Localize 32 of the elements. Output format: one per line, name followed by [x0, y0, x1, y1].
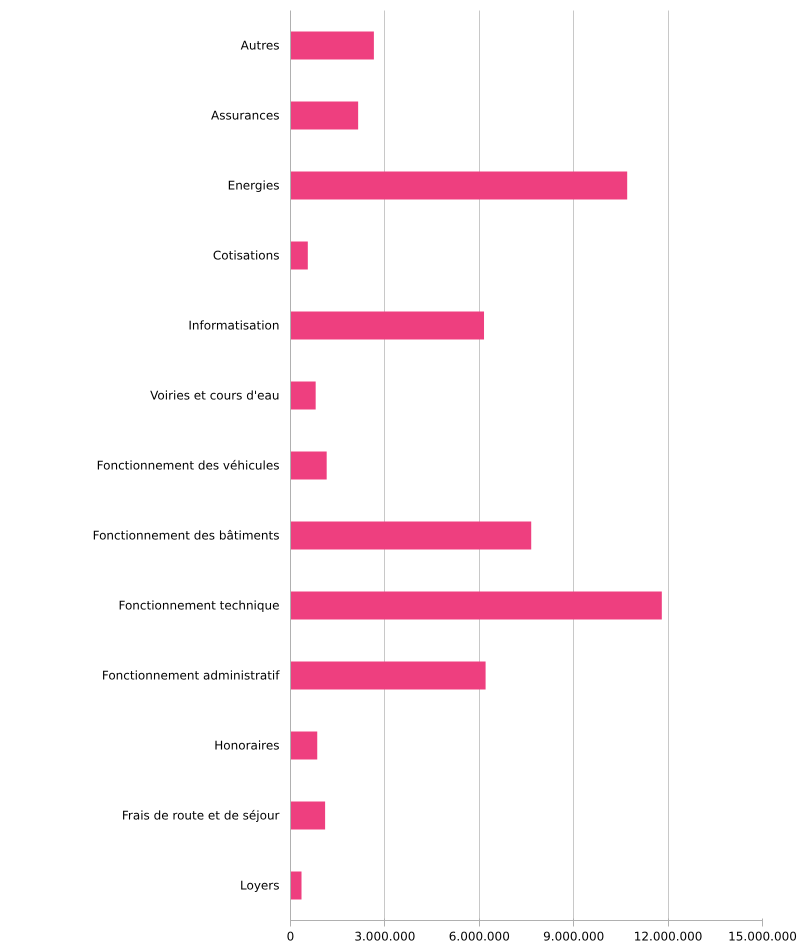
y-tick-label: Fonctionnement des bâtiments [92, 528, 280, 542]
x-tick-label: 6.000.000 [448, 930, 510, 944]
bar [290, 732, 318, 760]
y-tick-label: Assurances [211, 108, 280, 122]
bar [290, 662, 486, 690]
y-tick-label: Cotisations [212, 248, 280, 262]
bar [290, 242, 308, 270]
x-tick-label: 9.000.000 [543, 930, 604, 944]
x-tick-label: 0 [286, 930, 294, 944]
bar [290, 592, 662, 620]
y-tick-label: Frais de route et de séjour [122, 808, 280, 822]
x-tick-label: 15.000.000 [728, 930, 797, 944]
x-tick-label: 3.000.000 [354, 930, 416, 944]
bar [290, 802, 326, 830]
bar [290, 172, 628, 200]
y-tick-label: Energies [228, 178, 280, 192]
y-tick-label: Loyers [240, 878, 280, 892]
y-tick-label: Fonctionnement technique [118, 598, 280, 612]
bar [290, 102, 358, 130]
bar [290, 522, 532, 550]
y-tick-label: Honoraires [214, 738, 280, 752]
bar [290, 382, 316, 410]
bar [290, 872, 302, 900]
y-tick-label: Autres [240, 38, 280, 52]
y-tick-label: Fonctionnement des véhicules [96, 458, 280, 472]
y-tick-label: Fonctionnement administratif [102, 668, 280, 682]
y-tick-label: Informatisation [188, 318, 280, 332]
bar [290, 32, 374, 60]
y-tick-label: Voiries et cours d'eau [150, 388, 280, 402]
bar [290, 312, 484, 340]
bar [290, 452, 327, 480]
x-tick-label: 12.000.000 [634, 930, 702, 944]
